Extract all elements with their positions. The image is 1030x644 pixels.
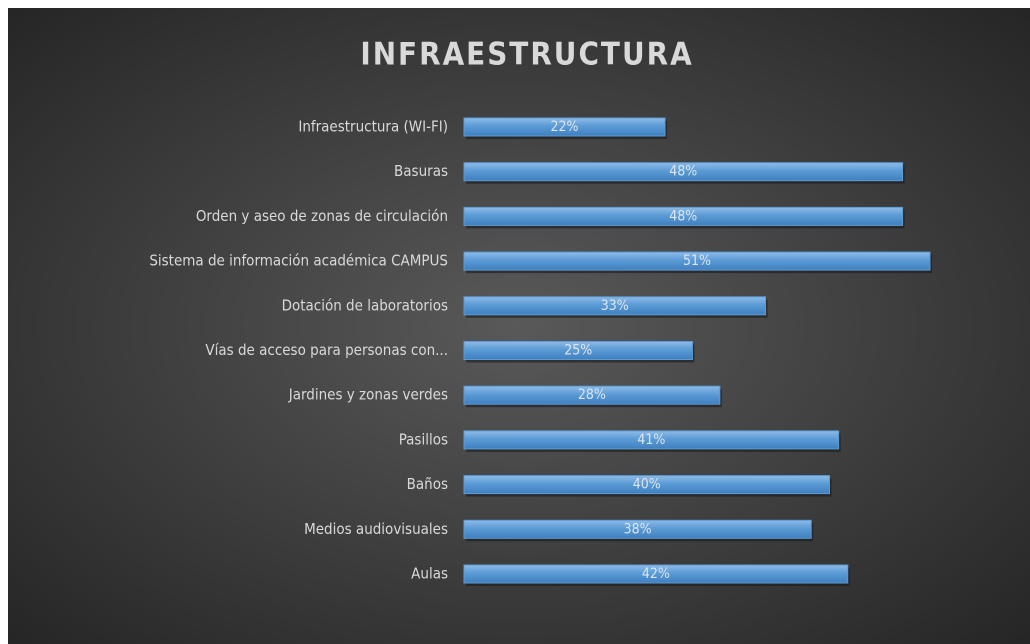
bar — [463, 251, 931, 271]
data-label: 22% — [551, 119, 579, 135]
data-label: 48% — [669, 208, 697, 224]
data-label: 42% — [642, 566, 670, 582]
category-label: Sistema de información académica CAMPUS — [149, 252, 448, 270]
data-label: 48% — [669, 164, 697, 180]
category-label: Jardines y zonas verdes — [288, 386, 448, 404]
data-label: 41% — [637, 432, 665, 448]
bar — [463, 341, 693, 360]
category-label: Baños — [407, 475, 448, 493]
bar — [463, 206, 904, 226]
data-label: 25% — [564, 343, 592, 359]
data-label: 33% — [601, 298, 629, 314]
bar — [463, 430, 840, 450]
category-label: Infraestructura (WI-FI) — [298, 118, 448, 136]
data-label: 51% — [683, 253, 711, 269]
bar — [463, 162, 904, 182]
data-label: 28% — [578, 387, 606, 403]
category-label: Medios audiovisuales — [304, 520, 448, 538]
category-label: Dotación de laboratorios — [282, 296, 448, 314]
bar — [463, 296, 767, 316]
category-label: Vías de acceso para personas con... — [205, 341, 448, 359]
category-label: Aulas — [411, 565, 448, 583]
category-label: Basuras — [394, 162, 448, 180]
data-label: 38% — [624, 521, 652, 537]
bar — [463, 519, 812, 539]
bar — [463, 564, 849, 584]
bar — [463, 385, 721, 405]
category-label: Pasillos — [399, 430, 448, 448]
chart-title: INFRAESTRUCTURA — [360, 37, 693, 73]
bar — [463, 117, 666, 137]
data-label: 40% — [633, 477, 661, 493]
bar — [463, 475, 830, 495]
category-label: Orden y aseo de zonas de circulación — [196, 207, 448, 225]
chart-background — [8, 8, 1030, 644]
